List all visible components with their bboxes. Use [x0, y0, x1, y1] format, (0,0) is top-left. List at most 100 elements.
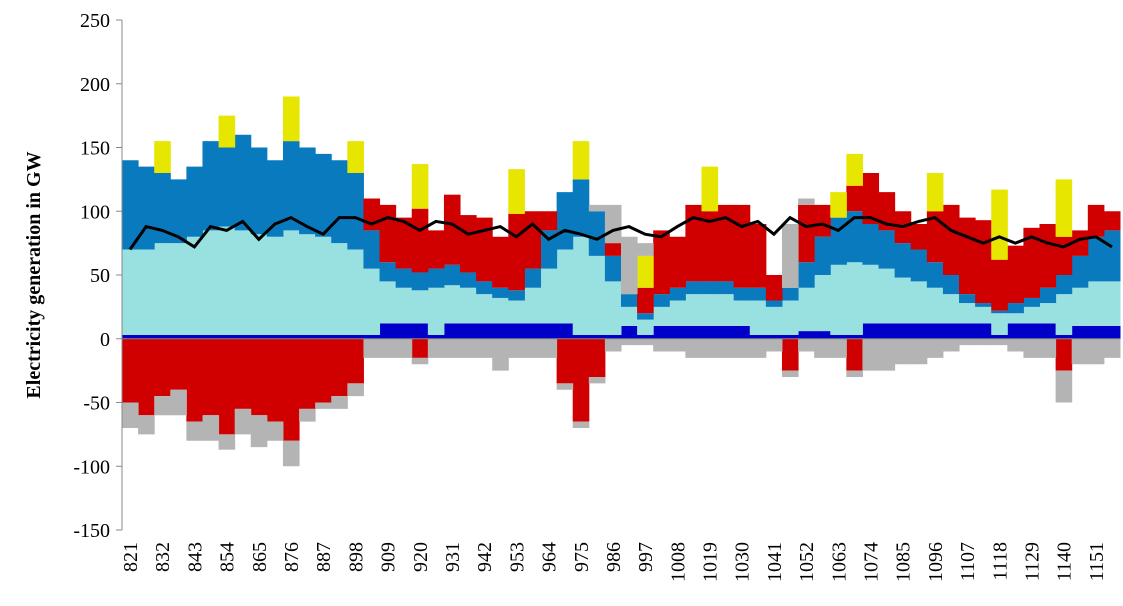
bar-segment [733, 338, 751, 358]
bar-segment [411, 208, 429, 273]
bar-segment [186, 236, 203, 335]
x-tick-label: 1074 [861, 542, 883, 582]
bar-segment [282, 141, 300, 231]
bar-segment [331, 396, 348, 409]
bar-segment [170, 243, 187, 335]
x-tick-label: 1019 [700, 542, 722, 582]
bar-segment [991, 259, 1008, 311]
bar-segment [1071, 338, 1089, 365]
bar-segment [186, 421, 203, 441]
bar-segment [299, 234, 316, 335]
x-tick-label: 1129 [1021, 542, 1043, 581]
bar-segment [878, 230, 896, 269]
bar-segment [1103, 211, 1121, 231]
bar-segment [411, 323, 429, 339]
bar-segment [926, 173, 944, 212]
bar-segment [588, 211, 606, 256]
bar-segment [846, 211, 863, 263]
bar-segment [959, 294, 976, 304]
bar-segment [701, 338, 719, 358]
bar-segment [846, 334, 863, 339]
bar-segment [653, 326, 670, 339]
bar-segment [460, 323, 477, 339]
bar-segment [170, 179, 187, 244]
bar-segment [846, 185, 863, 212]
bar-segment [266, 236, 284, 335]
bar-segment [154, 141, 171, 173]
bar-segment [862, 173, 880, 224]
bar-segment [701, 281, 719, 295]
bar-segment [637, 338, 654, 346]
y-tick-label: 200 [80, 74, 110, 96]
bar-segment [122, 334, 139, 339]
bar-segment [1071, 255, 1089, 288]
bar-segment [299, 408, 316, 422]
bar-segment [701, 166, 719, 212]
bar-segment [1103, 338, 1121, 358]
bar-segment [427, 268, 445, 288]
bar-segment [1007, 303, 1024, 314]
bar-segment [218, 338, 236, 435]
bar-segment [781, 300, 799, 335]
bar-segment [717, 294, 735, 326]
bar-segment [1055, 179, 1073, 237]
bar-segment [1023, 227, 1041, 298]
bar-segment [685, 281, 702, 295]
bar-segment [540, 338, 558, 358]
bar-segment [122, 338, 139, 403]
bar-segment [347, 383, 364, 397]
bar-segment [138, 249, 155, 335]
y-tick-label: 250 [80, 10, 110, 32]
bar-segment [637, 287, 654, 314]
bar-segment [379, 262, 397, 282]
bar-segment [508, 169, 525, 214]
bar-segment [637, 319, 654, 335]
bar-segment [621, 326, 638, 339]
bar-segment [476, 281, 493, 295]
bar-segment [991, 313, 1008, 335]
bar-segment [540, 268, 558, 324]
bar-segment [621, 306, 638, 326]
x-tick-label: 821 [120, 542, 142, 572]
bar-segment [299, 338, 316, 409]
bar-segment [1039, 224, 1057, 288]
bar-segment [1087, 204, 1105, 237]
x-tick-label: 942 [474, 542, 496, 572]
bar-segment [379, 323, 397, 339]
bar-segment [926, 262, 944, 288]
bar-segment [315, 153, 332, 237]
y-tick-label: 100 [80, 201, 110, 223]
x-tick-label: 1063 [828, 542, 850, 582]
bar-segment [975, 306, 992, 324]
bar-segment [379, 338, 397, 358]
bar-segment [572, 421, 590, 428]
bar-segment [315, 402, 332, 409]
bar-segment [556, 323, 574, 339]
bar-segment [701, 211, 719, 282]
bar-segment [910, 224, 928, 250]
bar-segment [395, 268, 413, 288]
bar-segment [1007, 323, 1024, 339]
bar-segment [830, 334, 847, 339]
bar-segment [846, 262, 863, 335]
bar-segment [798, 262, 815, 288]
bar-segment [250, 415, 268, 448]
bar-segment [894, 338, 912, 365]
bar-segment [910, 249, 928, 282]
bar-segment [524, 338, 542, 358]
bar-segment [653, 294, 670, 307]
bar-segment [685, 338, 702, 358]
y-axis-label: Electricity generation in GW [23, 151, 45, 398]
bar-segment [138, 415, 155, 435]
bar-segment [717, 326, 735, 339]
bar-segment [653, 306, 670, 326]
bar-segment [266, 338, 284, 422]
bar-segment [604, 204, 622, 244]
bar-segment [282, 334, 300, 339]
bar-segment [299, 147, 316, 235]
bar-segment [508, 213, 525, 291]
bar-segment [460, 338, 477, 358]
bar-segment [926, 211, 944, 263]
bar-segment [395, 338, 413, 358]
bar-segment [814, 236, 831, 275]
